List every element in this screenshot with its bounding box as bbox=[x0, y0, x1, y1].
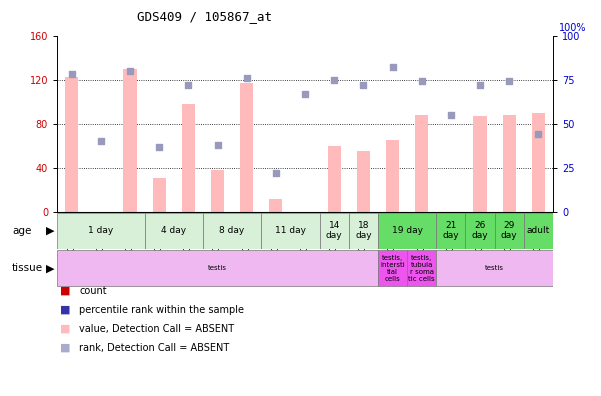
Text: testis,
intersti
tial
cells: testis, intersti tial cells bbox=[380, 255, 405, 282]
Bar bbox=[269, 199, 282, 212]
Bar bbox=[407, 250, 436, 286]
Bar bbox=[320, 213, 349, 249]
Bar bbox=[386, 140, 399, 212]
Point bbox=[125, 68, 135, 74]
Bar bbox=[240, 83, 253, 212]
Text: 11 day: 11 day bbox=[275, 226, 306, 235]
Text: 19 day: 19 day bbox=[392, 226, 423, 235]
Text: ■: ■ bbox=[60, 286, 70, 296]
Point bbox=[67, 71, 76, 78]
Bar bbox=[378, 250, 407, 286]
Point bbox=[504, 78, 514, 85]
Point bbox=[96, 138, 106, 145]
Point bbox=[213, 142, 222, 148]
Text: count: count bbox=[79, 286, 107, 296]
Point bbox=[329, 76, 339, 83]
Text: ■: ■ bbox=[60, 324, 70, 334]
Bar bbox=[211, 170, 224, 212]
Text: 4 day: 4 day bbox=[161, 226, 186, 235]
Text: 14
day: 14 day bbox=[326, 221, 343, 240]
Bar bbox=[436, 250, 553, 286]
Text: 21
day: 21 day bbox=[442, 221, 459, 240]
Text: testis,
tubula
r soma
tic cells: testis, tubula r soma tic cells bbox=[408, 255, 435, 282]
Text: ▶: ▶ bbox=[46, 263, 54, 273]
Text: percentile rank within the sample: percentile rank within the sample bbox=[79, 305, 245, 315]
Text: age: age bbox=[12, 226, 31, 236]
Text: ▶: ▶ bbox=[46, 226, 54, 236]
Text: adult: adult bbox=[526, 226, 550, 235]
Point bbox=[154, 143, 164, 150]
Bar bbox=[261, 213, 320, 249]
Bar bbox=[474, 116, 487, 212]
Point bbox=[417, 78, 427, 85]
Point bbox=[300, 91, 310, 97]
Bar bbox=[65, 78, 78, 212]
Point bbox=[388, 64, 397, 70]
Text: testis: testis bbox=[485, 265, 504, 271]
Bar bbox=[465, 213, 495, 249]
Bar bbox=[182, 104, 195, 212]
Point bbox=[534, 131, 543, 137]
Bar bbox=[57, 213, 145, 249]
Point bbox=[183, 82, 193, 88]
Bar bbox=[495, 213, 523, 249]
Bar bbox=[357, 151, 370, 212]
Bar bbox=[502, 115, 516, 212]
Text: tissue: tissue bbox=[12, 263, 43, 273]
Text: 18
day: 18 day bbox=[355, 221, 371, 240]
Bar bbox=[203, 213, 261, 249]
Point bbox=[446, 112, 456, 118]
Text: ■: ■ bbox=[60, 305, 70, 315]
Text: value, Detection Call = ABSENT: value, Detection Call = ABSENT bbox=[79, 324, 234, 334]
Text: 8 day: 8 day bbox=[219, 226, 245, 235]
Text: GDS409 / 105867_at: GDS409 / 105867_at bbox=[137, 10, 272, 23]
Bar bbox=[153, 178, 166, 212]
Point bbox=[359, 82, 368, 88]
Bar bbox=[145, 213, 203, 249]
Text: 1 day: 1 day bbox=[88, 226, 114, 235]
Text: rank, Detection Call = ABSENT: rank, Detection Call = ABSENT bbox=[79, 343, 230, 353]
Text: 26
day: 26 day bbox=[472, 221, 489, 240]
Bar bbox=[532, 113, 545, 212]
Bar bbox=[378, 213, 436, 249]
Bar bbox=[523, 213, 553, 249]
Bar bbox=[415, 115, 429, 212]
Text: testis: testis bbox=[208, 265, 227, 271]
Bar bbox=[436, 213, 465, 249]
Text: 29
day: 29 day bbox=[501, 221, 517, 240]
Point bbox=[475, 82, 485, 88]
Point bbox=[242, 75, 251, 81]
Bar bbox=[57, 250, 378, 286]
Bar bbox=[123, 69, 136, 212]
Bar bbox=[328, 146, 341, 212]
Text: 100%: 100% bbox=[558, 23, 586, 33]
Point bbox=[271, 170, 281, 176]
Bar bbox=[349, 213, 378, 249]
Text: ■: ■ bbox=[60, 343, 70, 353]
